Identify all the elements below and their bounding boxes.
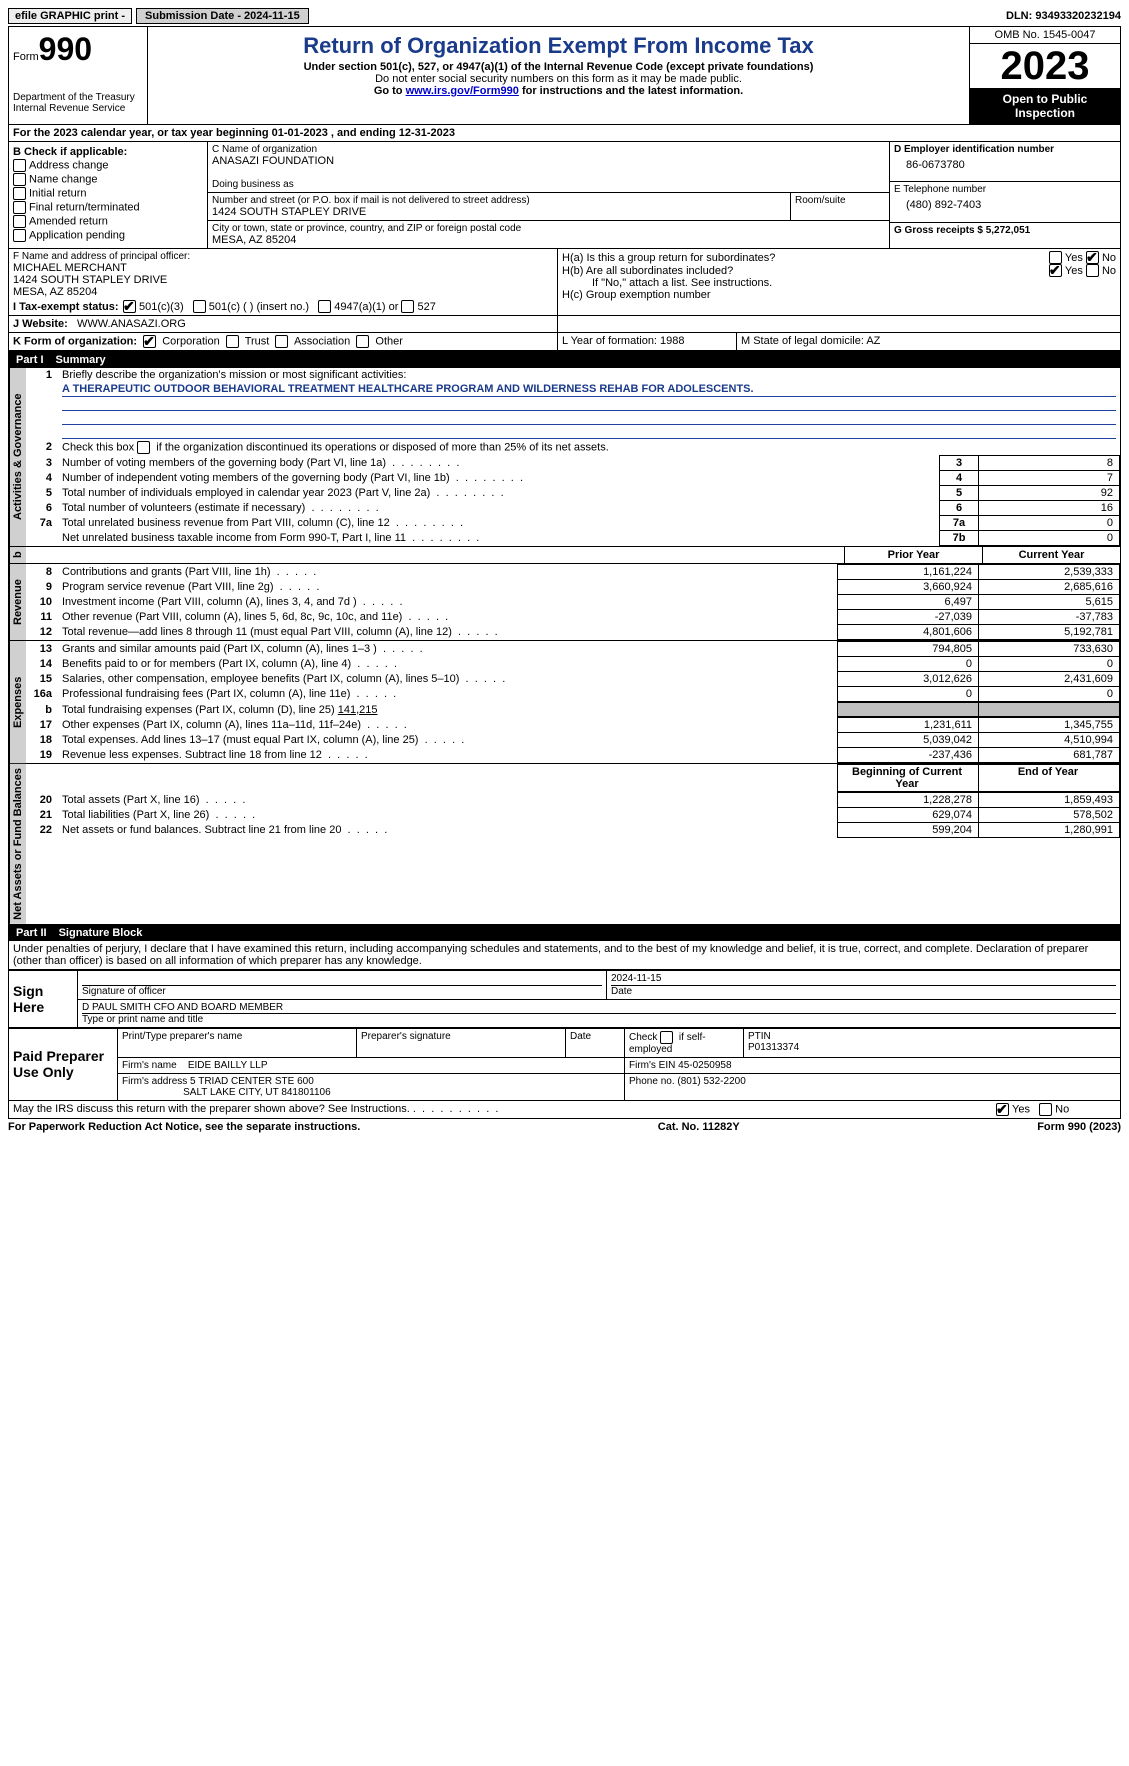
preparer-block: Paid Preparer Use Only Print/Type prepar… bbox=[8, 1028, 1121, 1101]
amended-return-checkbox[interactable] bbox=[13, 215, 26, 228]
street-address: 1424 SOUTH STAPLEY DRIVE bbox=[212, 206, 786, 218]
dba-label: Doing business as bbox=[212, 179, 885, 190]
discuss-yes-checkbox[interactable] bbox=[996, 1103, 1009, 1116]
section-b: B Check if applicable: Address change Na… bbox=[9, 142, 208, 248]
officer-group-block: F Name and address of principal officer:… bbox=[8, 249, 1121, 316]
sign-block: Sign Here Signature of officer 2024-11-1… bbox=[8, 970, 1121, 1028]
phone-value: (480) 892-7403 bbox=[906, 199, 1116, 211]
year-formation: L Year of formation: 1988 bbox=[558, 333, 737, 350]
current-year-header: Current Year bbox=[982, 547, 1120, 563]
name-label: C Name of organization bbox=[212, 144, 885, 155]
part1-header: Part I Summary bbox=[8, 351, 1121, 368]
efile-label: efile GRAPHIC print - bbox=[8, 8, 132, 24]
subtitle-3: Go to www.irs.gov/Form990 for instructio… bbox=[156, 85, 961, 97]
corp-checkbox[interactable] bbox=[143, 335, 156, 348]
officer-addr2: MESA, AZ 85204 bbox=[13, 286, 553, 298]
submission-date: Submission Date - 2024-11-15 bbox=[136, 8, 309, 24]
firm-addr1: 5 TRIAD CENTER STE 600 bbox=[190, 1076, 314, 1087]
hb-label: H(b) Are all subordinates included? bbox=[562, 265, 1049, 277]
address-change-checkbox[interactable] bbox=[13, 159, 26, 172]
declaration: Under penalties of perjury, I declare th… bbox=[9, 941, 1120, 969]
ha-label: H(a) Is this a group return for subordin… bbox=[562, 252, 1049, 264]
assoc-checkbox[interactable] bbox=[275, 335, 288, 348]
discontinued-checkbox[interactable] bbox=[137, 441, 150, 454]
irs-discuss-row: May the IRS discuss this return with the… bbox=[8, 1101, 1121, 1119]
officer-addr1: 1424 SOUTH STAPLEY DRIVE bbox=[13, 274, 553, 286]
website-value: WWW.ANASAZI.ORG bbox=[77, 318, 186, 330]
governance-label: Activities & Governance bbox=[9, 368, 26, 546]
klm-row: K Form of organization: Corporation Trus… bbox=[8, 333, 1121, 351]
initial-return-checkbox[interactable] bbox=[13, 187, 26, 200]
officer-signature: D PAUL SMITH CFO AND BOARD MEMBER bbox=[82, 1002, 1116, 1014]
part2-header: Part II Signature Block bbox=[8, 925, 1121, 941]
discuss-no-checkbox[interactable] bbox=[1039, 1103, 1052, 1116]
city-state-zip: MESA, AZ 85204 bbox=[212, 234, 885, 246]
hb-yes-checkbox[interactable] bbox=[1049, 264, 1062, 277]
officer-label: F Name and address of principal officer: bbox=[13, 251, 553, 262]
name-change-checkbox[interactable] bbox=[13, 173, 26, 186]
firm-phone: Phone no. (801) 532-2200 bbox=[625, 1073, 1121, 1100]
addr-label: Number and street (or P.O. box if mail i… bbox=[212, 195, 786, 206]
irs-link[interactable]: www.irs.gov/Form990 bbox=[406, 85, 519, 97]
hb-note: If "No," attach a list. See instructions… bbox=[592, 277, 1116, 289]
501c-checkbox[interactable] bbox=[193, 300, 206, 313]
identity-block: B Check if applicable: Address change Na… bbox=[8, 142, 1121, 249]
room-label: Room/suite bbox=[795, 195, 885, 206]
city-label: City or town, state or province, country… bbox=[212, 223, 885, 234]
form-number-block: Form990 bbox=[13, 31, 143, 68]
firm-ein: Firm's EIN 45-0250958 bbox=[625, 1057, 1121, 1073]
ptin: P01313374 bbox=[748, 1042, 799, 1053]
website-row: J Website: WWW.ANASAZI.ORG bbox=[8, 316, 1121, 333]
omb-number: OMB No. 1545-0047 bbox=[970, 27, 1120, 44]
ha-no-checkbox[interactable] bbox=[1086, 251, 1099, 264]
public-inspection: Open to Public Inspection bbox=[970, 88, 1120, 124]
subtitle-2: Do not enter social security numbers on … bbox=[156, 73, 961, 85]
application-pending-checkbox[interactable] bbox=[13, 229, 26, 242]
officer-name: MICHAEL MERCHANT bbox=[13, 262, 553, 274]
line-a: For the 2023 calendar year, or tax year … bbox=[8, 125, 1121, 142]
top-bar: efile GRAPHIC print - Submission Date - … bbox=[8, 8, 1121, 24]
org-name: ANASAZI FOUNDATION bbox=[212, 155, 885, 167]
ein-label: D Employer identification number bbox=[894, 144, 1116, 155]
final-return-checkbox[interactable] bbox=[13, 201, 26, 214]
expenses-label: Expenses bbox=[9, 641, 26, 763]
527-checkbox[interactable] bbox=[401, 300, 414, 313]
part1-body: Activities & Governance 1Briefly describ… bbox=[8, 368, 1121, 925]
dln: DLN: 93493320232194 bbox=[1006, 10, 1121, 22]
tax-year: 2023 bbox=[970, 44, 1120, 88]
form-990: 990 bbox=[39, 31, 92, 67]
firm-addr2: SALT LAKE CITY, UT 841801106 bbox=[183, 1087, 331, 1098]
other-checkbox[interactable] bbox=[356, 335, 369, 348]
net-assets-label: Net Assets or Fund Balances bbox=[9, 764, 26, 924]
hb-no-checkbox[interactable] bbox=[1086, 264, 1099, 277]
501c3-checkbox[interactable] bbox=[123, 300, 136, 313]
phone-label: E Telephone number bbox=[894, 184, 1116, 195]
self-employed-checkbox[interactable] bbox=[660, 1031, 673, 1044]
form-header: Form990 Department of the Treasury Inter… bbox=[8, 26, 1121, 125]
state-domicile: M State of legal domicile: AZ bbox=[737, 333, 1120, 350]
mission: A THERAPEUTIC OUTDOOR BEHAVIORAL TREATME… bbox=[62, 383, 1116, 397]
trust-checkbox[interactable] bbox=[226, 335, 239, 348]
prior-year-header: Prior Year bbox=[844, 547, 982, 563]
subtitle-1: Under section 501(c), 527, or 4947(a)(1)… bbox=[156, 61, 961, 73]
4947-checkbox[interactable] bbox=[318, 300, 331, 313]
department: Department of the Treasury Internal Reve… bbox=[13, 92, 143, 114]
tax-exempt-label: I Tax-exempt status: bbox=[13, 301, 123, 313]
ein-value: 86-0673780 bbox=[906, 159, 1116, 171]
firm-name: EIDE BAILLY LLP bbox=[188, 1060, 268, 1071]
hc-label: H(c) Group exemption number bbox=[562, 289, 1116, 301]
page-footer: For Paperwork Reduction Act Notice, see … bbox=[8, 1121, 1121, 1133]
gross-receipts: G Gross receipts $ 5,272,051 bbox=[894, 225, 1116, 236]
revenue-label: Revenue bbox=[9, 564, 26, 640]
form-title: Return of Organization Exempt From Incom… bbox=[156, 33, 961, 59]
